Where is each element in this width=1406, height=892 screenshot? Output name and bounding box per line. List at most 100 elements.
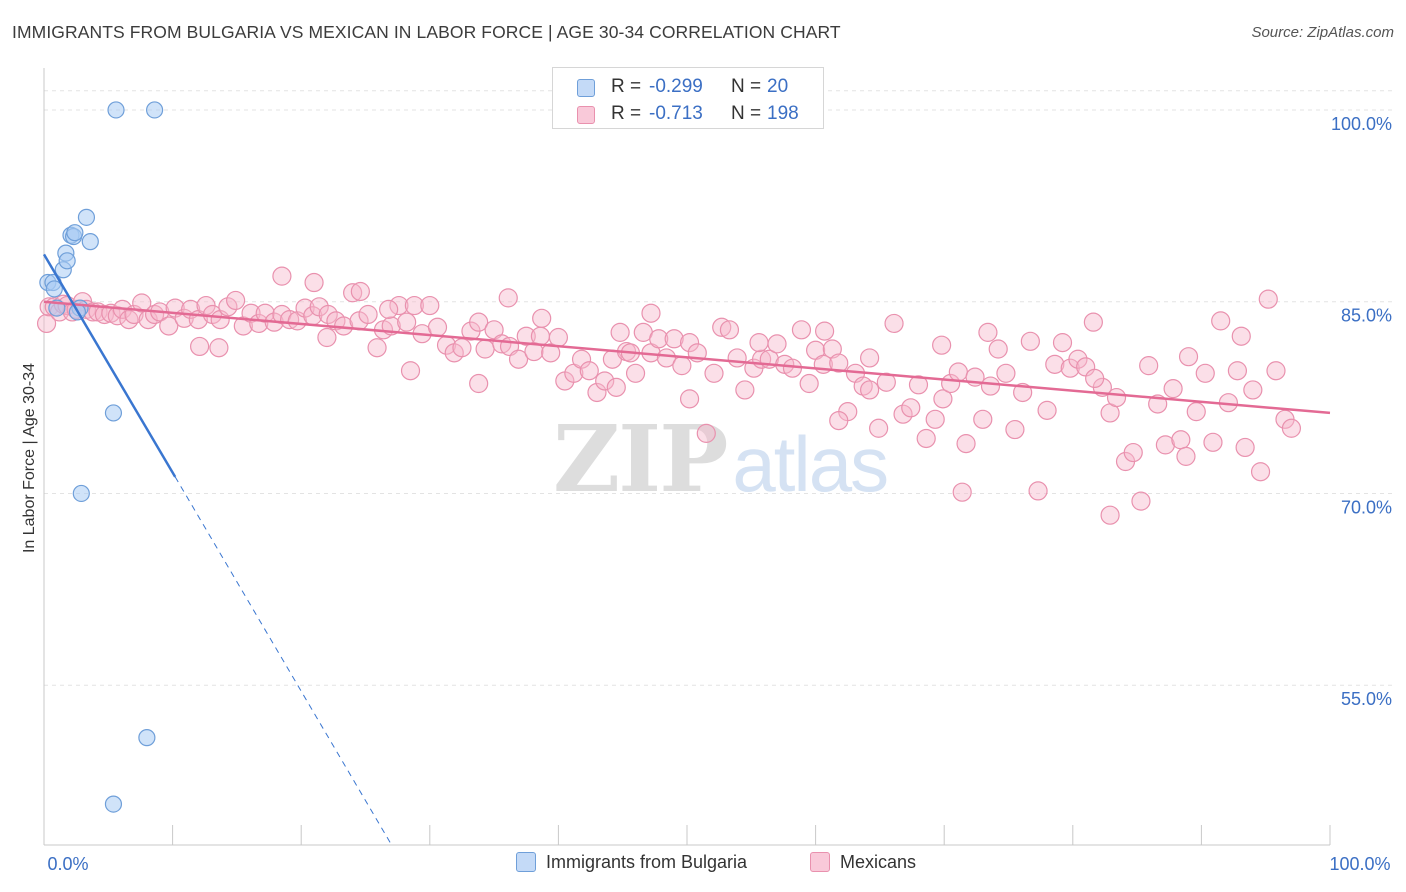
data-point-mexicans	[226, 290, 246, 311]
data-point-mexicans	[1171, 430, 1191, 450]
data-point-mexicans	[1045, 354, 1065, 374]
data-point-mexicans	[829, 353, 849, 373]
data-point-mexicans	[508, 349, 529, 369]
data-point-mexicans	[190, 336, 210, 357]
data-point-mexicans	[343, 283, 363, 303]
data-point-mexicans	[532, 308, 552, 328]
data-point-mexicans	[1028, 481, 1048, 501]
legend-r-label: R =	[611, 76, 642, 97]
data-point-bulgaria	[72, 484, 90, 503]
data-point-mexicans	[492, 334, 512, 354]
series-mexicans	[36, 266, 1302, 525]
data-point-mexicans	[749, 333, 769, 353]
data-point-mexicans	[295, 298, 315, 318]
data-point-mexicans	[119, 310, 139, 330]
data-point-mexicans	[1155, 435, 1175, 455]
data-point-mexicans	[884, 313, 904, 334]
watermark: ZIPatlas	[553, 405, 889, 513]
data-point-mexicans	[420, 295, 440, 316]
data-point-mexicans	[860, 380, 880, 400]
data-point-bulgaria	[104, 404, 123, 422]
data-point-mexicans	[1100, 505, 1120, 525]
data-point-mexicans	[498, 288, 518, 308]
trend-line-bulgaria-extension	[174, 476, 393, 846]
data-point-mexicans	[815, 321, 835, 341]
legend-n-value: 198	[767, 103, 799, 124]
data-point-mexicans	[860, 348, 880, 368]
data-point-mexicans	[735, 380, 755, 400]
data-point-bulgaria	[45, 280, 63, 298]
data-point-mexicans	[317, 327, 337, 348]
data-point-mexicans	[1243, 380, 1263, 400]
data-point-mexicans	[587, 382, 607, 403]
data-point-mexicans	[400, 361, 421, 381]
data-point-mexicans	[822, 339, 842, 359]
data-point-mexicans	[948, 362, 968, 382]
data-point-bulgaria	[104, 795, 123, 813]
data-point-mexicans	[1281, 418, 1302, 438]
legend-swatch-bulgaria	[516, 852, 536, 872]
data-point-mexicans	[625, 363, 646, 383]
legend-row-bulgaria: R = -0.299 N = 20	[553, 75, 823, 103]
data-point-mexicans	[516, 326, 536, 346]
data-point-mexicans	[358, 304, 378, 325]
data-point-mexicans	[579, 361, 599, 381]
data-point-mexicans	[876, 372, 896, 392]
data-point-mexicans	[1068, 349, 1088, 369]
trend-lines	[42, 253, 1331, 846]
data-point-bulgaria	[77, 208, 96, 226]
data-point-mexicans	[952, 482, 972, 502]
legend-n-label: N =	[731, 103, 762, 124]
data-point-mexicans	[1266, 361, 1286, 381]
data-point-mexicans	[379, 299, 399, 319]
data-point-mexicans	[1083, 312, 1103, 332]
data-point-mexicans	[318, 304, 338, 325]
legend-r-label: R =	[611, 103, 642, 124]
legend-label-mexicans: Mexicans	[840, 852, 917, 872]
data-point-mexicans	[925, 409, 945, 429]
legend-r-value: -0.713	[649, 103, 703, 124]
data-point-mexicans	[452, 338, 472, 358]
data-point-mexicans	[1037, 400, 1057, 420]
data-point-mexicans	[132, 293, 152, 313]
series-legend: Immigrants from Bulgaria Mexicans	[0, 852, 1406, 876]
legend-item-mexicans: Mexicans	[810, 852, 916, 873]
legend-swatch-bulgaria	[577, 79, 595, 97]
axes	[43, 68, 1331, 846]
data-point-mexicans	[1195, 363, 1215, 383]
x-tick-label: 100.0%	[1329, 854, 1390, 874]
series-bulgaria	[39, 101, 164, 813]
data-point-mexicans	[1139, 356, 1159, 376]
data-point-mexicans	[1258, 289, 1278, 309]
data-point-mexicans	[799, 373, 819, 394]
data-point-mexicans	[367, 338, 387, 358]
data-point-mexicans	[933, 389, 953, 409]
legend-r-value: -0.299	[649, 76, 703, 97]
data-point-mexicans	[791, 320, 812, 340]
y-tick-label: 85.0%	[1341, 306, 1392, 326]
data-point-mexicans	[1123, 442, 1143, 463]
tick-labels: 55.0% 70.0% 85.0% 100.0% 0.0% 100.0%	[47, 114, 1392, 874]
y-tick-label: 70.0%	[1341, 497, 1392, 517]
data-point-mexicans	[571, 349, 592, 369]
legend-row-mexicans: R = -0.713 N = 198	[553, 102, 823, 130]
x-tick-label: 0.0%	[47, 854, 88, 874]
data-point-mexicans	[595, 371, 615, 391]
data-point-mexicans	[1163, 379, 1183, 399]
data-point-mexicans	[1250, 462, 1271, 482]
data-point-mexicans	[427, 317, 448, 337]
data-point-mexicans	[1203, 432, 1223, 452]
legend-label-bulgaria: Immigrants from Bulgaria	[546, 852, 748, 872]
data-point-mexicans	[350, 281, 370, 302]
legend-swatch-mexicans	[577, 106, 595, 124]
data-point-mexicans	[641, 303, 661, 323]
trend-line-bulgaria	[42, 253, 177, 478]
data-point-bulgaria	[81, 233, 99, 251]
data-point-mexicans	[656, 348, 677, 368]
chart-title: IMMIGRANTS FROM BULGARIA VS MEXICAN IN L…	[12, 22, 841, 42]
legend-n-label: N =	[731, 76, 762, 97]
data-point-mexicans	[1231, 326, 1251, 346]
data-point-mexicans	[1178, 347, 1199, 367]
data-point-mexicans	[1020, 331, 1040, 351]
